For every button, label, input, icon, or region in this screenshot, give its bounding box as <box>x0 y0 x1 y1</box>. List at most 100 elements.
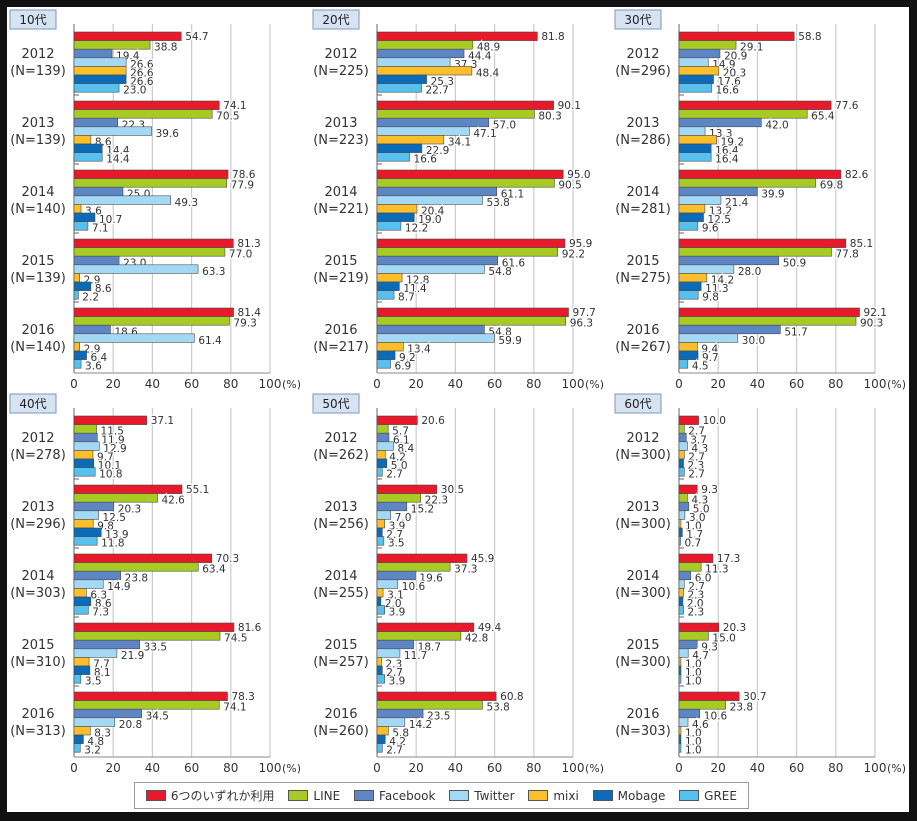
bar-value-label: 34.1 <box>448 137 471 149</box>
bar-gree <box>376 221 402 231</box>
x-tick-label: 0 <box>70 761 78 775</box>
group-year-label: 2015 <box>21 254 54 269</box>
bar-gree <box>376 536 385 546</box>
bar-value-label: 30.7 <box>743 691 766 703</box>
bar-value-label: 7.1 <box>92 223 109 235</box>
bar-value-label: 96.3 <box>570 318 593 330</box>
bar-facebook <box>73 255 120 266</box>
bar-line <box>73 109 213 119</box>
bar-line <box>678 700 726 710</box>
bar-mixi <box>678 204 706 214</box>
panel-title-box <box>614 9 662 30</box>
bar-twitter <box>73 648 118 658</box>
bar-any <box>678 238 847 248</box>
bar-line <box>73 40 151 50</box>
bar-value-label: 42.0 <box>765 119 788 131</box>
x-unit-label: (%) <box>887 762 906 775</box>
bar-value-label: 4.7 <box>692 650 709 662</box>
bar-any <box>678 622 720 632</box>
group-year-label: 2016 <box>21 323 54 338</box>
group-n-label: (N=303) <box>615 724 671 739</box>
bar-any <box>678 415 699 425</box>
bar-value-label: 78.3 <box>231 691 254 703</box>
bar-mobage <box>678 281 702 291</box>
bar-line <box>73 700 220 710</box>
panel-2: 20代 0 20 40 60 80 100 (%) 2012 (N=225) 81.8 48.944.… <box>312 9 604 391</box>
bar-value-label: 70.3 <box>216 553 239 565</box>
bar-any <box>678 691 740 701</box>
legend-swatch-line <box>288 790 309 801</box>
bar-value-label: 48.4 <box>476 68 500 80</box>
legend-item-mixi: mixi <box>528 789 579 803</box>
group-n-label: (N=139) <box>10 133 66 148</box>
bar-facebook <box>678 501 690 512</box>
bar-value-label: 7.3 <box>92 607 109 619</box>
bar-facebook <box>73 48 113 59</box>
bar-value-label: 20.6 <box>421 415 445 427</box>
bar-mobage <box>73 350 87 360</box>
x-tick-label: 0 <box>675 377 683 391</box>
bar-mobage <box>376 143 423 153</box>
group-year-label: 2015 <box>324 638 357 653</box>
bar-gree <box>376 359 391 369</box>
x-tick-label: 0 <box>675 761 683 775</box>
group-n-label: (N=217) <box>313 340 369 355</box>
x-tick-label: 80 <box>223 377 238 391</box>
bar-mobage <box>73 665 91 675</box>
bar-facebook <box>376 501 408 512</box>
bar-value-label: 92.1 <box>864 307 887 319</box>
bar-value-label: 23.0 <box>123 85 146 97</box>
bar-any <box>678 169 842 179</box>
bar-value-label: 38.8 <box>154 42 177 54</box>
bar-facebook <box>73 501 115 512</box>
bar-any <box>73 238 234 248</box>
bar-value-label: 81.4 <box>238 307 262 319</box>
group-n-label: (N=267) <box>615 340 671 355</box>
bar-line <box>73 493 158 503</box>
bar-value-label: 53.8 <box>486 702 509 714</box>
bar-value-label: 3.9 <box>389 521 406 533</box>
bar-any <box>73 484 183 494</box>
bar-mixi <box>73 342 80 352</box>
bar-facebook <box>678 324 781 335</box>
bar-gree <box>376 743 383 753</box>
x-tick-label: 80 <box>828 377 843 391</box>
group-year-label: 2013 <box>21 116 54 131</box>
panel-5: 50代 0 20 40 60 80 100 (%) 2012 (N=262) 20.6 5.76.18… <box>312 393 604 775</box>
bar-line <box>376 40 474 50</box>
bar-mobage <box>73 281 92 291</box>
bar-mobage <box>678 458 684 468</box>
bar-mixi <box>678 135 717 145</box>
panel-title: 20代 <box>322 13 349 27</box>
x-tick-label: 100 <box>259 761 282 775</box>
bar-twitter <box>73 57 127 67</box>
bar-value-label: 3.5 <box>388 538 405 550</box>
bar-gree <box>376 605 385 615</box>
bar-value-label: 47.1 <box>473 128 496 140</box>
bar-any <box>376 484 438 494</box>
x-unit-label: (%) <box>282 762 301 775</box>
bar-value-label: 65.4 <box>811 111 835 123</box>
legend-label-any: 6つのいずれか利用 <box>170 789 275 803</box>
bar-value-label: 1.0 <box>685 728 702 740</box>
bar-gree <box>678 467 685 477</box>
bar-value-label: 4.6 <box>692 719 709 731</box>
bar-value-label: 2.7 <box>386 469 403 481</box>
x-unit-label: (%) <box>585 378 604 391</box>
bar-gree <box>678 605 684 615</box>
group-n-label: (N=140) <box>10 202 66 217</box>
bar-value-label: 1.7 <box>686 529 703 541</box>
bar-value-label: 14.9 <box>107 581 130 593</box>
group-n-label: (N=260) <box>313 724 369 739</box>
bar-value-label: 23.8 <box>125 572 148 584</box>
bar-value-label: 74.1 <box>223 702 246 714</box>
bar-value-label: 2.2 <box>82 292 99 304</box>
bar-value-label: 74.1 <box>223 100 246 112</box>
bar-value-label: 4.2 <box>389 736 406 748</box>
bar-value-label: 97.7 <box>572 307 595 319</box>
bar-value-label: 50.9 <box>783 257 806 269</box>
bar-mobage <box>73 458 95 468</box>
bar-line <box>678 178 817 188</box>
x-tick-label: 40 <box>145 377 160 391</box>
bar-value-label: 8.4 <box>397 443 414 455</box>
